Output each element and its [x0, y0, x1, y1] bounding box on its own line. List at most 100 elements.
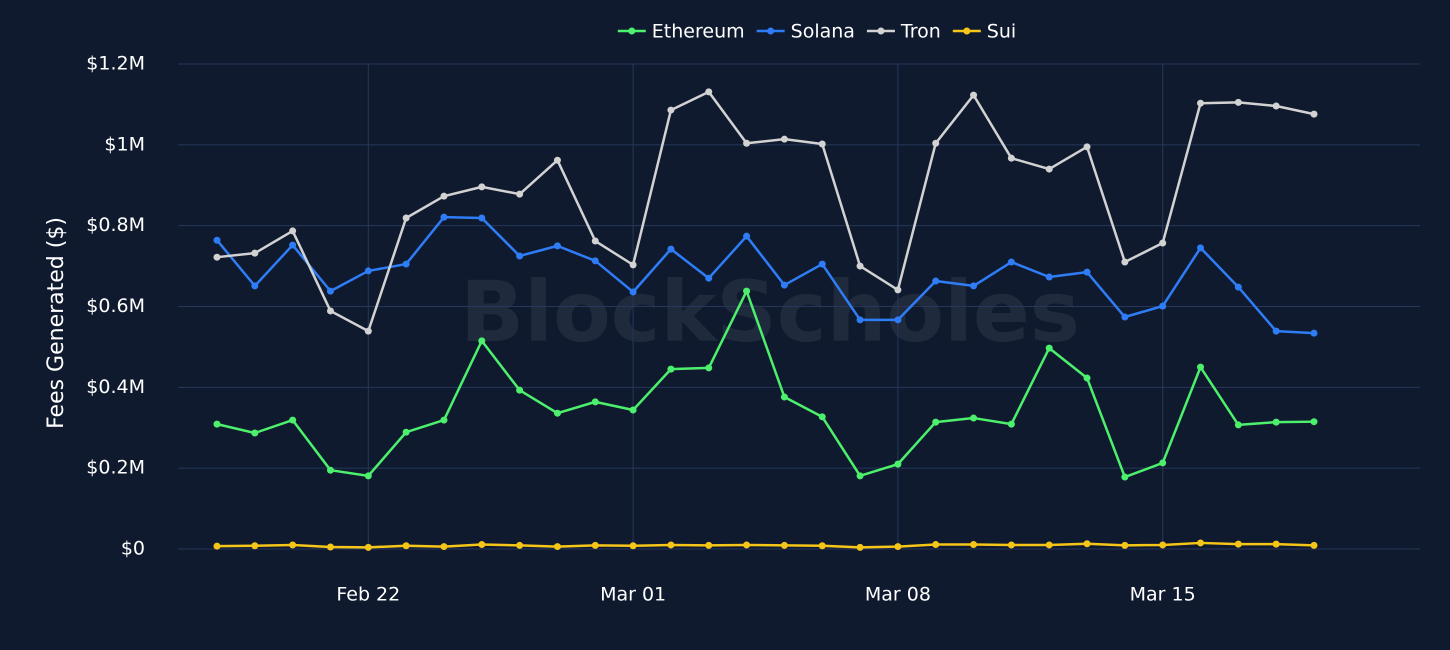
data-point	[1083, 268, 1091, 276]
data-point	[1310, 541, 1318, 549]
data-point	[1310, 110, 1318, 118]
y-tick-label: $0.6M	[86, 295, 145, 317]
data-point	[478, 214, 486, 222]
data-point	[440, 213, 448, 221]
data-point	[856, 262, 864, 270]
data-point	[743, 541, 751, 549]
data-point	[364, 543, 372, 551]
data-point	[1272, 102, 1280, 110]
data-point	[402, 542, 410, 550]
watermark: BlockScholes	[460, 263, 1080, 361]
data-point	[1121, 258, 1129, 266]
series-line	[216, 289, 1315, 479]
data-point	[780, 393, 788, 401]
data-point	[932, 139, 940, 147]
data-point	[326, 543, 334, 551]
y-tick-label: $0	[121, 538, 145, 560]
data-point	[705, 274, 713, 282]
data-point	[1121, 541, 1129, 549]
data-point	[251, 429, 259, 437]
data-point	[402, 428, 410, 436]
data-point	[1007, 420, 1015, 428]
legend-item: Tron	[866, 21, 941, 43]
data-point	[667, 365, 675, 373]
y-axis-label: Fees Generated ($)	[44, 217, 69, 429]
data-point	[629, 542, 637, 550]
data-point	[1083, 540, 1091, 548]
data-point	[1234, 540, 1242, 548]
legend-marker	[767, 27, 775, 35]
data-point	[440, 192, 448, 200]
data-point	[402, 260, 410, 268]
y-tick-label: $1M	[104, 133, 145, 155]
data-point	[326, 466, 334, 474]
data-point	[1007, 154, 1015, 162]
data-point	[932, 277, 940, 285]
y-tick-label: $1.2M	[86, 53, 145, 75]
legend-label: Ethereum	[652, 21, 745, 43]
data-point	[516, 252, 524, 260]
data-point	[251, 282, 259, 290]
data-point	[1197, 244, 1205, 252]
data-point	[705, 541, 713, 549]
data-point	[326, 287, 334, 295]
data-point	[1197, 99, 1205, 107]
data-point	[440, 416, 448, 424]
legend-label: Sui	[987, 21, 1016, 43]
data-point	[856, 543, 864, 551]
data-point	[780, 541, 788, 549]
x-tick-label: Mar 15	[1130, 584, 1196, 606]
data-point	[1234, 98, 1242, 106]
data-point	[1045, 344, 1053, 352]
data-point	[1083, 374, 1091, 382]
data-point	[1197, 363, 1205, 371]
x-tick-label: Mar 08	[865, 584, 931, 606]
data-point	[1234, 283, 1242, 291]
data-point	[1272, 327, 1280, 335]
data-point	[364, 267, 372, 275]
series-line	[216, 90, 1315, 333]
data-point	[553, 156, 561, 164]
legend-marker	[877, 27, 885, 35]
data-point	[818, 542, 826, 550]
data-point	[629, 261, 637, 269]
data-point	[932, 541, 940, 549]
data-point	[591, 237, 599, 245]
data-point	[213, 236, 221, 244]
data-point	[629, 288, 637, 296]
data-point	[289, 416, 297, 424]
y-tick-label: $0.8M	[86, 214, 145, 236]
data-point	[894, 543, 902, 551]
data-point	[970, 282, 978, 290]
data-point	[213, 542, 221, 550]
data-point	[667, 106, 675, 114]
data-point	[591, 257, 599, 265]
data-point	[667, 541, 675, 549]
x-tick-label: Mar 01	[600, 584, 666, 606]
data-point	[251, 542, 259, 550]
data-point	[289, 541, 297, 549]
data-point	[1045, 273, 1053, 281]
data-point	[251, 249, 259, 257]
data-point	[440, 543, 448, 551]
data-point	[894, 460, 902, 468]
data-point	[705, 88, 713, 96]
data-point	[289, 241, 297, 249]
legend-item: Ethereum	[617, 21, 745, 43]
legend-item: Solana	[756, 21, 855, 43]
data-point	[1234, 421, 1242, 429]
data-point	[553, 543, 561, 551]
data-point	[856, 316, 864, 324]
data-point	[667, 245, 675, 253]
data-point	[516, 386, 524, 394]
x-tick-label: Feb 22	[336, 584, 400, 606]
data-point	[780, 281, 788, 289]
data-point	[516, 541, 524, 549]
data-point	[364, 327, 372, 335]
data-point	[856, 472, 864, 480]
data-point	[932, 418, 940, 426]
data-point	[1083, 143, 1091, 151]
data-point	[894, 286, 902, 294]
